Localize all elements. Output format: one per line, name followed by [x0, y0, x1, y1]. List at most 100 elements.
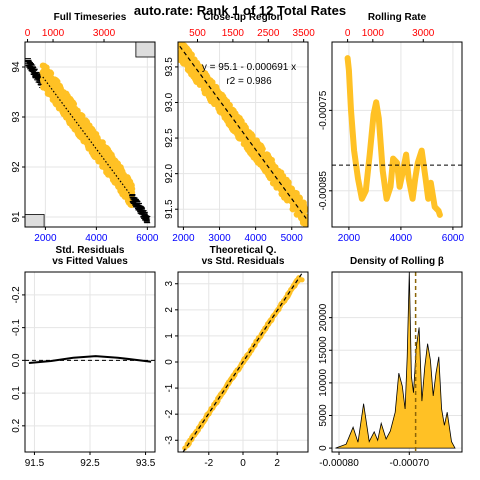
y-tick-label: 92.0 — [164, 163, 175, 183]
plot-frame — [331, 271, 463, 453]
plot-area — [335, 272, 456, 452]
x-tick-label: 5000 — [281, 233, 304, 244]
y-tick-label: 0.2 — [11, 418, 22, 432]
y-tick-label: 15000 — [318, 336, 329, 364]
y-tick-label: -0.00085 — [318, 171, 329, 211]
x-tick-label: 2 — [274, 458, 280, 469]
panel-title-line: Theoretical Q. — [210, 245, 277, 256]
y-tick-label: 92 — [11, 161, 22, 173]
x-tick-label: 6000 — [442, 233, 465, 244]
x-tick-label: -2 — [204, 458, 213, 469]
y-tick-label: -1 — [164, 383, 175, 392]
y-tick-label: 20000 — [318, 303, 329, 331]
panel-full-timeseries: Full Timeseries 2000 4000 6000 0 1000 3000 91 92… — [11, 12, 159, 244]
x-tick-label: -0.00080 — [319, 458, 359, 469]
x-tick-label: 3000 — [208, 233, 231, 244]
panel-density-rolling-beta: Density of Rolling β -0.00080 -0.00070 0 500… — [318, 256, 463, 469]
fit-line — [28, 355, 152, 364]
y-tick-label: 91 — [11, 211, 22, 223]
top-tick-label: 0 — [25, 28, 31, 39]
data-point — [70, 100, 77, 108]
panel-title: Rolling Rate — [368, 12, 427, 23]
series-line — [344, 55, 443, 218]
x-tick-label: 6000 — [136, 233, 159, 244]
x-tick-label: 92.5 — [80, 458, 100, 469]
top-tick-label: 1500 — [222, 28, 245, 39]
y-tick-label: -0.2 — [11, 286, 22, 304]
density-area — [335, 272, 456, 449]
panel-std-residuals-vs-fitted: Std. Residuals vs Fitted Values 91.5 92.5 93… — [11, 245, 156, 469]
panel-title-line: vs Std. Residuals — [202, 256, 285, 267]
data-point — [188, 51, 195, 58]
y-tick-label: 0 — [318, 445, 329, 451]
fit-line — [182, 272, 304, 452]
x-tick-label: 4000 — [245, 233, 268, 244]
x-tick-label: -0.00070 — [390, 458, 430, 469]
data-point — [302, 206, 308, 214]
plot-area — [25, 42, 155, 227]
plot-frame — [24, 41, 156, 228]
fit-line — [179, 45, 307, 219]
panel-title: Density of Rolling β — [350, 256, 444, 267]
x-tick-label: 2000 — [172, 233, 195, 244]
y-tick-label: 93.5 — [164, 57, 175, 77]
x-tick-label: 0 — [240, 458, 246, 469]
panel-title: Close-up Region — [203, 12, 282, 23]
plot-frame — [331, 41, 463, 228]
main-title: auto.rate: Rank 1 of 12 Total Rates — [134, 3, 346, 18]
panel-qq-plot: Theoretical Q. vs Std. Residuals -2 0 2 -3 -2 -… — [164, 245, 309, 469]
data-point — [299, 277, 305, 283]
y-tick-label: -3 — [164, 435, 175, 444]
panel-title: Full Timeseries — [54, 12, 127, 23]
top-tick-label: 2500 — [257, 28, 280, 39]
top-tick-label: 500 — [189, 28, 206, 39]
regression-annotation: r2 = 0.986 — [226, 76, 272, 87]
y-tick-label: -0.1 — [11, 319, 22, 337]
y-tick-label: 0 — [164, 359, 175, 365]
x-tick-label: 2000 — [34, 233, 57, 244]
excluded-region-box — [25, 214, 45, 227]
plot-area — [182, 272, 305, 452]
x-tick-label: 91.5 — [25, 458, 45, 469]
panel-rolling-rate: Rolling Rate 2000 4000 6000 0 1000 3000 -0.0008… — [318, 12, 464, 244]
regression-annotation: y = 95.1 - 0.000691 x — [202, 62, 296, 73]
excluded-region-box — [135, 42, 155, 58]
x-tick-label: 4000 — [390, 233, 413, 244]
y-tick-label: 0.1 — [11, 386, 22, 400]
plot-area — [178, 42, 308, 227]
top-tick-label: 1000 — [42, 28, 65, 39]
y-tick-label: 0.0 — [11, 353, 22, 367]
y-tick-label: 2 — [164, 307, 175, 313]
y-tick-label: 91.5 — [164, 199, 175, 219]
panel-title: Theoretical Q. vs Std. Residuals — [202, 245, 285, 267]
y-tick-label: 92.5 — [164, 128, 175, 148]
data-point — [128, 185, 136, 193]
y-tick-label: 3 — [164, 281, 175, 287]
top-tick-label: 3500 — [293, 28, 316, 39]
top-tick-label: 3000 — [93, 28, 116, 39]
data-point — [182, 445, 188, 451]
top-tick-label: 1000 — [362, 28, 385, 39]
x-tick-label: 93.5 — [136, 458, 156, 469]
panel-closeup-region: Close-up Region y = 95.1 - 0.000691 x r2 =… — [164, 12, 315, 244]
y-tick-label: 93.0 — [164, 92, 175, 112]
fit-line — [42, 76, 133, 198]
y-tick-label: -0.00075 — [318, 90, 329, 130]
y-tick-label: 5000 — [318, 404, 329, 427]
plot-area — [332, 55, 462, 218]
top-tick-label: 3000 — [412, 28, 435, 39]
y-tick-label: 10000 — [318, 369, 329, 397]
panel-title-line: Std. Residuals — [56, 245, 125, 256]
x-tick-label: 4000 — [85, 233, 108, 244]
y-tick-label: 94 — [11, 61, 22, 73]
data-point — [259, 145, 266, 153]
x-tick-label: 2000 — [338, 233, 361, 244]
plot-frame — [177, 41, 309, 228]
data-point — [302, 222, 308, 227]
panel-title-line: vs Fitted Values — [52, 256, 128, 267]
plot-area — [25, 355, 155, 364]
top-tick-label: 0 — [345, 28, 351, 39]
y-tick-label: 1 — [164, 333, 175, 339]
y-tick-label: -2 — [164, 409, 175, 418]
